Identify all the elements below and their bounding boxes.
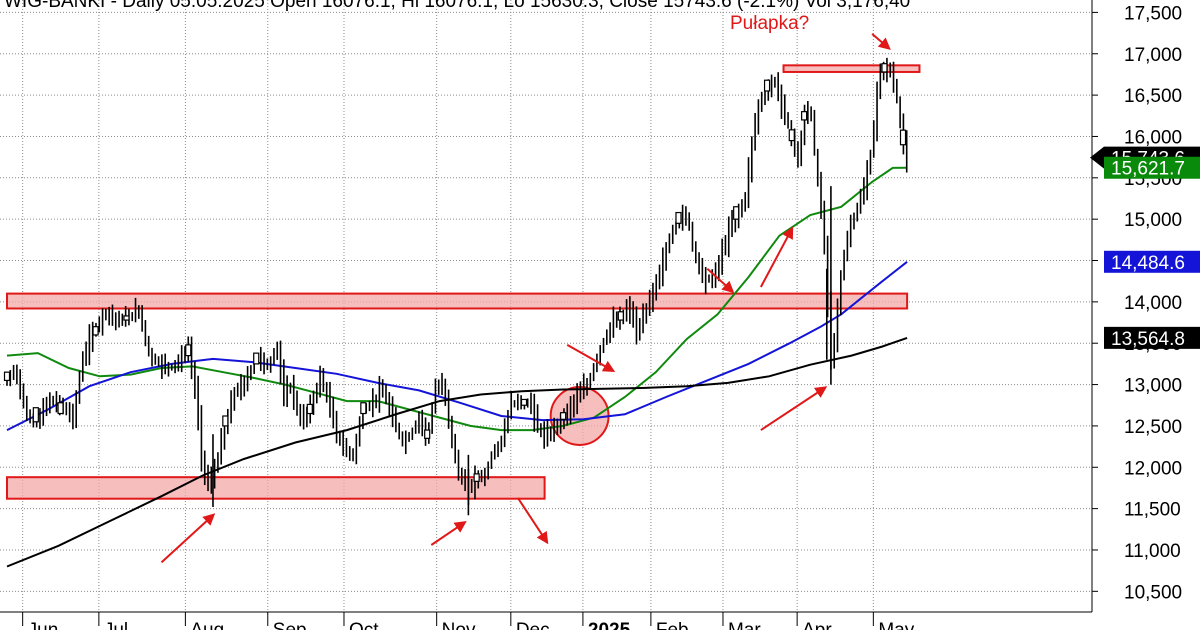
candle-body: [899, 129, 907, 146]
y-tick-label: 11,500: [1124, 500, 1181, 521]
candle-body: [424, 429, 431, 439]
price-badge-shape: [1104, 250, 1200, 273]
chart-header: WIG-BANKI - Daily 05.05.2025 Open 16076.…: [4, 0, 910, 12]
red-arrow: [160, 513, 216, 564]
candle-body: [253, 352, 260, 365]
moving-average-lines: [6, 166, 908, 568]
x-tick-label: Apr: [802, 620, 832, 630]
y-axis: 10,500 11,000 11,500 12,000 12,500 13,000 13,5…: [1091, 0, 1182, 612]
candle-body: [306, 403, 313, 415]
x-tick-label: Jul: [104, 620, 128, 630]
y-tick-label: 11,000: [1124, 541, 1181, 562]
price-badge: 15,621.7: [1104, 156, 1200, 180]
candle-body: [520, 398, 528, 406]
red-arrow: [566, 343, 616, 372]
candle-body: [473, 473, 480, 482]
x-tick-label: Mar: [728, 620, 761, 630]
candle-body: [675, 211, 682, 224]
x-tick-label: Nov: [442, 620, 476, 630]
price-zone-rect: [782, 64, 921, 73]
price-zone-rect: [6, 292, 909, 310]
y-tick-label: 16,000: [1124, 127, 1182, 148]
candle-body: [32, 407, 39, 423]
annotations: [160, 33, 891, 564]
candle-body: [123, 315, 130, 321]
moving-average-line: [6, 261, 908, 431]
price-badge-shape: [1104, 156, 1200, 179]
candle-body: [763, 79, 771, 92]
price-badge-label: 15,621.7: [1111, 159, 1185, 180]
highlight-circle: [549, 386, 610, 446]
candle-body: [801, 111, 808, 121]
candle-body: [560, 412, 567, 420]
price-badge-label: 13,564.8: [1111, 329, 1185, 350]
y-tick-label: 15,000: [1124, 210, 1182, 231]
price-badges: 15,743.615,621.714,484.613,564.8: [1090, 146, 1200, 350]
x-axis: Jun Jul Aug Sep Oct Nov Dec 2025 Feb Mar Apr May: [0, 611, 1092, 635]
candle-body: [222, 415, 229, 427]
x-tick-label: Sep: [273, 620, 307, 630]
red-arrow: [706, 268, 735, 294]
y-tick-label: 10,500: [1124, 582, 1182, 603]
y-tick-label: 14,000: [1124, 293, 1182, 314]
x-tick-label: 2025: [588, 620, 631, 630]
y-tick-label: 13,000: [1124, 376, 1182, 397]
candle-body: [57, 402, 64, 415]
red-arrow: [759, 226, 794, 288]
y-tick-label: 16,500: [1124, 86, 1182, 107]
candle-body: [185, 344, 192, 357]
red-arrow: [760, 386, 828, 431]
candle-body: [3, 371, 11, 382]
trap-annotation-label: Pułapka?: [730, 13, 809, 34]
y-tick-label: 12,500: [1124, 417, 1182, 438]
candle-body: [733, 206, 740, 220]
price-zone-rect: [6, 476, 546, 500]
price-badge: 14,484.6: [1104, 250, 1200, 274]
price-bars: [3, 57, 908, 516]
y-tick-label: 17,000: [1124, 45, 1182, 66]
candle-body: [92, 326, 99, 336]
moving-average-line: [6, 336, 908, 568]
candle-body: [360, 402, 367, 415]
candle-body: [881, 63, 888, 73]
x-tick-label: Dec: [516, 620, 550, 630]
x-tick-label: Aug: [190, 620, 224, 630]
x-tick-label: Feb: [656, 620, 689, 630]
price-badge: 13,564.8: [1104, 326, 1200, 350]
candle-body: [617, 311, 624, 321]
support-resistance-zones: [6, 64, 921, 500]
y-tick-label: 12,000: [1124, 458, 1182, 479]
red-arrow: [871, 33, 891, 50]
red-arrow: [516, 497, 549, 545]
price-badge-shape: [1104, 326, 1200, 349]
y-tick-label: 17,500: [1124, 3, 1182, 24]
x-tick-label: Jun: [28, 620, 59, 630]
candle-body: [788, 129, 795, 142]
red-arrow: [430, 520, 467, 546]
x-tick-label: Oct: [349, 620, 379, 630]
x-tick-label: May: [878, 620, 914, 630]
price-badge-label: 14,484.6: [1111, 253, 1185, 274]
